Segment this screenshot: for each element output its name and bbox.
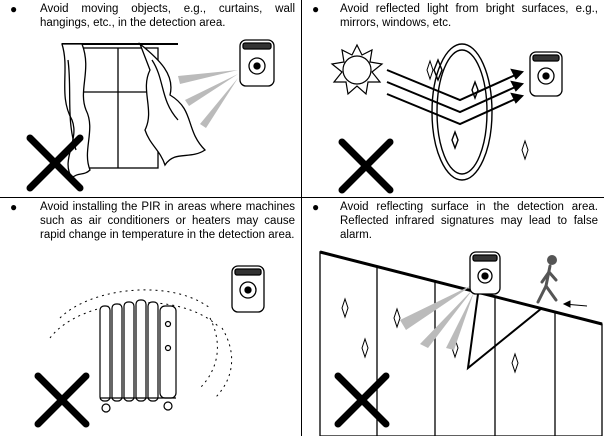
glass-wall [319,250,603,436]
panel-reflected-light: ● Avoid reflected light from bright surf… [302,0,604,198]
pir-sensor-icon [239,39,275,87]
prohibited-x-icon [338,138,394,194]
pir-sensor-icon [231,265,265,313]
heater-icon [99,299,177,413]
curtain-window-illustration [26,39,275,192]
bullet: ● [10,2,18,16]
panel-moving-objects: ● Avoid moving objects, e.g., curtains, … [0,0,302,198]
detection-rays [178,70,238,128]
sun-icon [330,43,384,96]
prohibited-x-icon [34,372,90,428]
bullet: ● [312,2,320,16]
panel-text: Avoid moving objects, e.g., curtains, wa… [40,3,295,29]
detection-rays [400,284,474,350]
bullet: ● [10,200,18,214]
bullet: ● [312,200,320,214]
panel-text: Avoid reflected light from bright surfac… [340,3,598,29]
reflection-arrows [386,68,525,126]
glass-wall-illustration [319,250,603,436]
panel-text: Avoid installing the PIR in areas where … [40,201,295,241]
pir-sensor-icon [529,51,563,97]
panel-reflecting-surface: ● Avoid reflecting surface in the detect… [302,198,604,436]
pir-sensor-icon [469,251,501,295]
window-curtain-icon [61,41,207,180]
walking-person-icon [536,255,558,304]
panel-text: Avoid reflecting surface in the detectio… [340,201,598,241]
grid-divider-horizontal [0,197,604,198]
prohibited-x-icon [334,372,390,428]
heater-illustration [34,265,265,428]
grid-divider-vertical [301,0,302,436]
reflection-illustration [330,43,563,194]
panel-heaters: ● Avoid installing the PIR in areas wher… [0,198,302,436]
prohibited-x-icon [26,134,84,192]
